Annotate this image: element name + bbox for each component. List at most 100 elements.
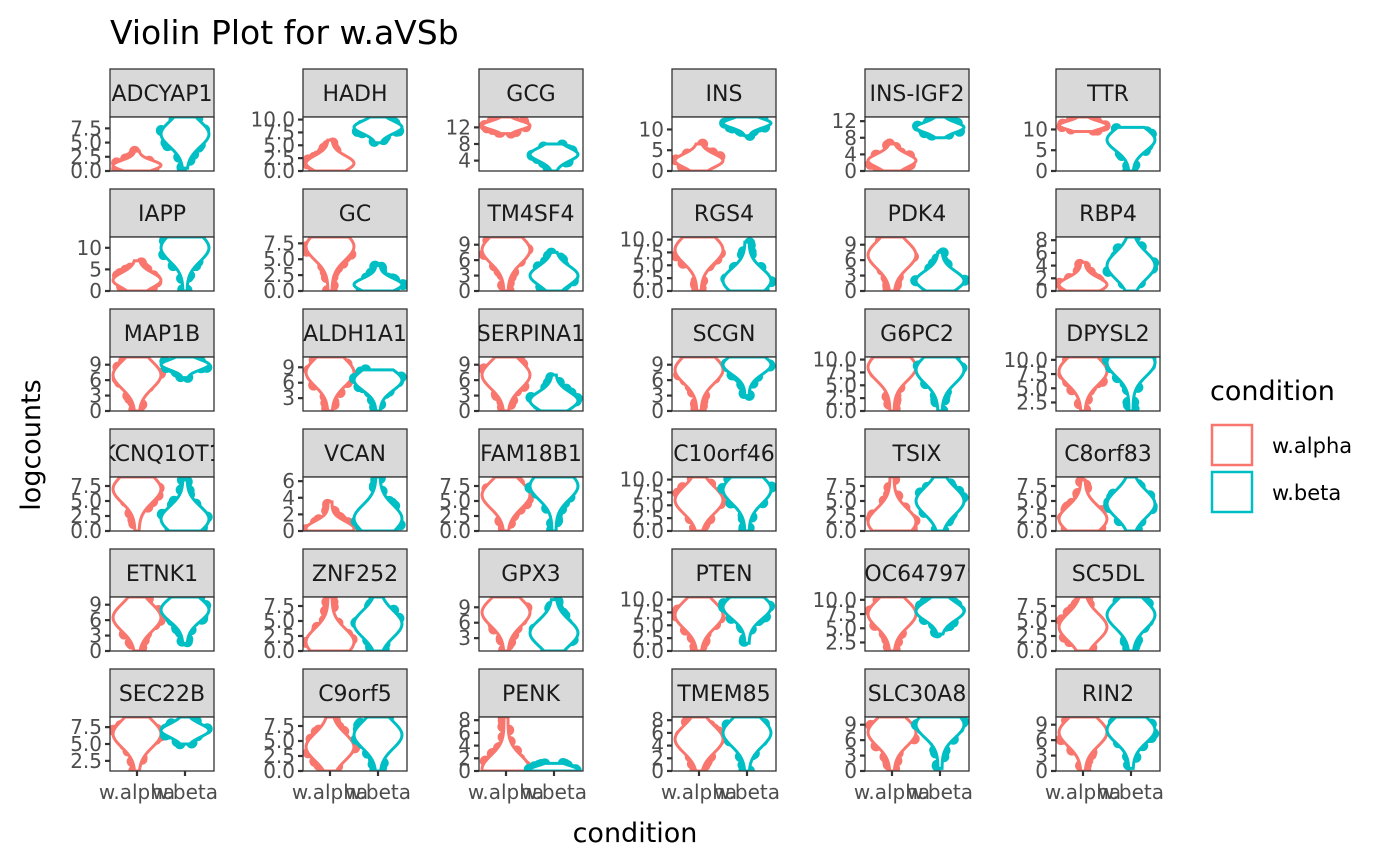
facet-strip-label: INS — [706, 82, 743, 107]
facet-panel: ADCYAP1 0.02.55.07.5 — [70, 68, 215, 183]
facet-strip-label: VCAN — [324, 442, 386, 467]
y-tick-label: 4 — [458, 149, 471, 173]
facet-strip-label: GCG — [506, 82, 555, 107]
y-tick-label: 0 — [844, 159, 857, 183]
facet-strip-label: C9orf5 — [318, 682, 392, 707]
panel-border — [671, 476, 777, 532]
y-tick-label: 2.5 — [825, 504, 857, 528]
y-tick-label: 10.0 — [619, 588, 664, 612]
violin-group-w-alpha — [866, 237, 919, 291]
violin-w-beta — [528, 761, 580, 771]
y-tick-label: 2 — [282, 502, 295, 526]
y-tick-label: 2 — [1035, 266, 1048, 290]
facet-strip-label: HADH — [322, 82, 387, 107]
panel-border — [864, 716, 970, 772]
y-tick-label: 2.5 — [1016, 390, 1048, 414]
panel-border — [302, 596, 408, 652]
facet-strip-label: TTR — [1086, 82, 1129, 107]
violin-group-w-beta — [523, 757, 582, 771]
y-tick-label: 2.5 — [632, 266, 664, 290]
y-tick-label: 0 — [282, 519, 295, 543]
y-tick-label: 9 — [458, 595, 471, 619]
y-tick-label: 9 — [89, 353, 102, 377]
facet-strip — [302, 188, 408, 238]
violin-group-w-alpha — [865, 477, 921, 531]
violin-w-beta — [721, 477, 773, 531]
facet-strip — [478, 68, 584, 118]
y-tick-label: 5.0 — [825, 489, 857, 513]
panel-border — [109, 236, 215, 292]
violin-group-w-alpha — [479, 117, 532, 139]
facet-strip-label: ZNF252 — [312, 562, 398, 587]
y-tick-label: 0 — [458, 399, 471, 423]
panel-border — [302, 236, 408, 292]
facet-strip — [1055, 668, 1161, 718]
y-tick-label: 0.0 — [263, 159, 295, 183]
facet-strip — [864, 188, 970, 238]
y-tick-label: 5.0 — [439, 489, 471, 513]
violin-w-beta — [914, 117, 966, 140]
violin-w-beta — [528, 477, 580, 531]
x-tick-label: w.beta — [152, 780, 218, 804]
violin-group-w-alpha — [479, 237, 534, 291]
facet-panel: C8orf83 0.02.55.07.5 — [1016, 428, 1161, 543]
y-tick-label: 8 — [844, 126, 857, 150]
y-tick-label: 2.5 — [70, 749, 102, 773]
violin-group-w-alpha — [303, 597, 358, 651]
violin-w-beta — [352, 717, 404, 771]
y-tick-label: 5 — [89, 257, 102, 281]
y-tick-label: 2.5 — [263, 263, 295, 287]
facet-strip-label: SCGN — [693, 322, 756, 347]
violin-w-alpha — [111, 357, 163, 411]
violin-group-w-beta — [914, 597, 966, 639]
violin-w-beta — [352, 264, 404, 291]
violin-group-w-beta — [159, 597, 212, 648]
y-tick-label: 5.0 — [825, 616, 857, 640]
panel-border — [478, 356, 584, 412]
y-tick-label: 0.0 — [70, 519, 102, 543]
violin-w-alpha — [1057, 117, 1109, 134]
panel-border — [1055, 236, 1161, 292]
panel-border — [302, 716, 408, 772]
facet-strip-label: ETNK1 — [126, 562, 198, 587]
panel-border — [864, 116, 970, 172]
y-tick-label: 7.5 — [263, 714, 295, 738]
facet-panel: GC 0.02.55.07.5 — [263, 188, 408, 303]
facet-panel: SC5DL 0.02.55.07.5 — [1016, 548, 1161, 663]
y-tick-label: 0 — [651, 159, 664, 183]
facet-strip — [302, 668, 408, 718]
x-tick-label: w.beta — [1098, 780, 1164, 804]
legend-key-w-alpha — [1210, 423, 1254, 467]
y-tick-label: 4 — [458, 734, 471, 758]
y-tick-label: 3 — [89, 624, 102, 648]
violin-w-alpha — [1057, 597, 1109, 651]
violin-w-beta — [1105, 597, 1157, 651]
facet-strip — [478, 548, 584, 598]
y-tick-label: 9 — [651, 353, 664, 377]
violin-w-beta — [159, 357, 211, 380]
facet-strip — [302, 308, 408, 358]
facet-strip-label: RBP4 — [1079, 202, 1137, 227]
y-tick-label: 9 — [844, 713, 857, 737]
violin-w-alpha — [1057, 260, 1109, 291]
y-tick-label: 10.0 — [619, 228, 664, 252]
y-tick-label: 7.5 — [263, 120, 295, 144]
violin-w-beta — [352, 368, 404, 411]
facet-strip-label: RIN2 — [1082, 682, 1134, 707]
violin-group-w-beta — [350, 477, 406, 531]
violin-group-w-beta — [349, 364, 407, 411]
violin-w-beta — [721, 717, 773, 771]
facet-strip — [864, 548, 970, 598]
y-tick-label: 8 — [458, 132, 471, 156]
violin-group-w-beta — [912, 117, 966, 141]
violin-group-w-alpha — [111, 145, 163, 171]
chart-title: Violin Plot for w.aVSb — [110, 13, 459, 52]
y-tick-label: 2.5 — [632, 506, 664, 530]
violin-w-beta — [159, 478, 211, 531]
y-tick-label: 8 — [1035, 228, 1048, 252]
